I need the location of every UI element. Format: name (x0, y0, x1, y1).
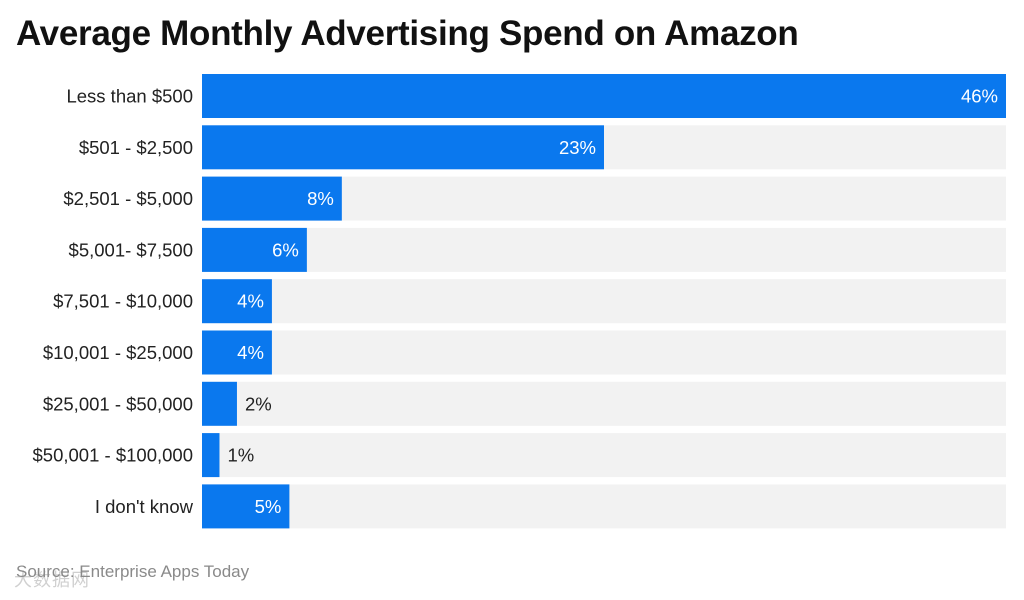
bar (202, 330, 272, 375)
bar-track (202, 484, 1006, 529)
category-label: $50,001 - $100,000 (33, 445, 193, 466)
bar (202, 176, 342, 221)
category-label: $25,001 - $50,000 (43, 393, 193, 414)
value-label: 6% (272, 239, 299, 260)
value-label: 46% (961, 86, 998, 107)
bar (202, 381, 237, 426)
bar-track (202, 227, 1006, 272)
bar (202, 125, 604, 170)
bar-track (202, 279, 1006, 324)
watermark: 大数据网 (14, 570, 90, 590)
category-label: I don't know (95, 496, 194, 517)
value-label: 1% (227, 445, 254, 466)
bar (202, 484, 290, 529)
value-label: 4% (237, 291, 264, 312)
value-label: 2% (245, 393, 272, 414)
category-label: $2,501 - $5,000 (63, 188, 193, 209)
bar (202, 433, 220, 478)
category-label: $5,001- $7,500 (69, 239, 193, 260)
bar (202, 279, 272, 324)
category-label: $7,501 - $10,000 (53, 291, 193, 312)
value-label: 8% (307, 188, 334, 209)
value-label: 5% (255, 496, 282, 517)
source-note: Source: Enterprise Apps Today (16, 562, 250, 581)
bar (202, 74, 1006, 118)
bar (202, 227, 307, 272)
category-label: $10,001 - $25,000 (43, 342, 193, 363)
category-label: Less than $500 (66, 86, 193, 107)
category-label: $501 - $2,500 (79, 137, 193, 158)
bar-track (202, 381, 1006, 426)
bar-track (202, 433, 1006, 478)
bar-track (202, 330, 1006, 375)
chart-title: Average Monthly Advertising Spend on Ama… (16, 14, 799, 53)
value-label: 23% (559, 137, 596, 158)
value-label: 4% (237, 342, 264, 363)
